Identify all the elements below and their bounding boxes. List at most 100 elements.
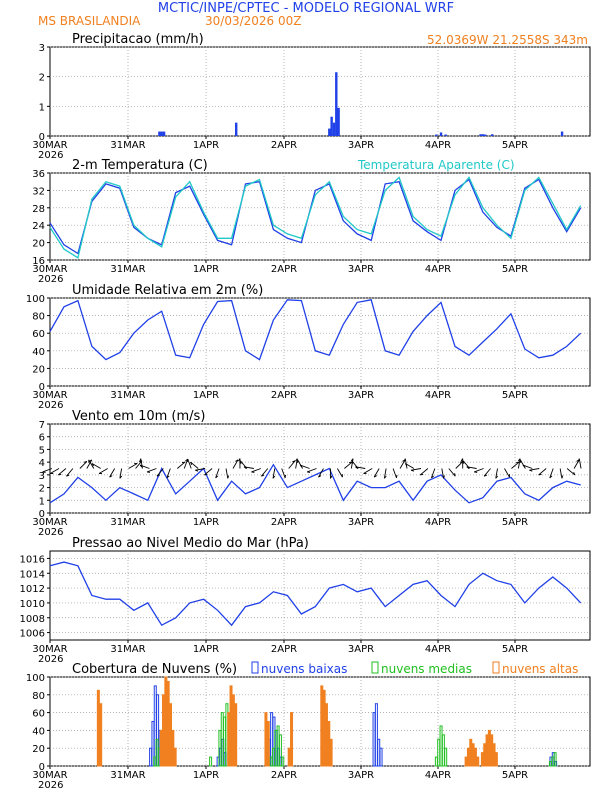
y-tick-label: 100 (26, 673, 45, 684)
wind-vector (66, 468, 74, 477)
y-tick-label: 1006 (20, 629, 45, 640)
wind-vector (318, 468, 324, 478)
wind-vector-head (215, 475, 219, 479)
y-tick-label: 0 (39, 382, 45, 393)
cloud-bar-2 (96, 689, 100, 767)
wind-vector (119, 468, 123, 479)
precip-bar (328, 128, 331, 136)
wind-vector (79, 461, 88, 469)
y-tick-label: 32 (32, 186, 45, 197)
precip-bar (330, 116, 333, 136)
x-tick-label: 2APR (271, 644, 297, 655)
precip-bar (439, 132, 443, 136)
series-line-rh-0 (49, 299, 582, 361)
wind-vector-head (292, 460, 296, 463)
y-tick-label: 0 (39, 132, 45, 143)
wind-vector-head (58, 473, 62, 476)
cloud-bar-2 (469, 738, 473, 767)
wind-vector-head (573, 471, 576, 476)
cloud-bar-2 (162, 694, 166, 767)
wind-vector-head (318, 475, 322, 478)
cloud-bar-2 (327, 721, 331, 767)
year-label: 2026 (38, 654, 63, 665)
wind-vector (483, 468, 491, 477)
x-tick-label: 5APR (502, 770, 528, 781)
y-tick-label: 36 (32, 169, 45, 180)
y-tick-label: 5 (39, 445, 45, 456)
x-tick-label: 3APR (348, 770, 374, 781)
y-tick-label: 2 (39, 484, 45, 495)
y-tick-label: 1016 (20, 554, 45, 565)
wind-vector (128, 463, 138, 469)
x-tick-label: 30MAR (32, 264, 67, 275)
y-tick-label: 1014 (20, 569, 45, 580)
y-tick-label: 20 (32, 744, 45, 755)
wind-vector-head (83, 460, 88, 463)
cloud-bar-1 (434, 756, 438, 767)
x-tick-label: 1APR (193, 517, 219, 528)
wind-vector (431, 468, 436, 479)
x-tick-label: 4APR (425, 264, 451, 275)
x-tick-label: 31MAR (110, 264, 145, 275)
x-tick-label: 31MAR (110, 517, 145, 528)
x-tick-label: 4APR (425, 770, 451, 781)
wind-vector-head (522, 464, 526, 468)
cloud-bar-2 (159, 729, 163, 767)
wind-vector (91, 463, 101, 469)
year-label: 2026 (38, 780, 63, 791)
panel-frame-wind (49, 423, 591, 514)
wind-vector (98, 468, 108, 474)
y-tick-label: 1008 (20, 614, 45, 625)
wind-vector-head (66, 474, 70, 477)
cloud-legend-swatch (492, 661, 500, 674)
cloud-legend-swatch (251, 661, 259, 674)
precip-bar (481, 134, 485, 136)
wind-vector (187, 458, 192, 469)
wind-vector (495, 468, 498, 479)
series-line-temp-1 (49, 176, 582, 259)
wind-vector (392, 468, 397, 479)
wind-vector (538, 468, 547, 476)
wind-vector (57, 468, 67, 476)
wind-vector-head (420, 473, 424, 476)
wind-vector (156, 468, 164, 477)
precip-bar (335, 72, 338, 136)
wind-vector-head (348, 461, 353, 464)
wind-vector-head (549, 475, 553, 479)
cloud-bar-1 (444, 747, 448, 767)
wind-vector (306, 468, 317, 473)
wind-vector (522, 464, 533, 469)
x-tick-label: 4APR (425, 644, 451, 655)
y-tick-label: 40 (32, 347, 45, 358)
cloud-bar-2 (290, 712, 294, 767)
cloud-bar-0 (149, 747, 153, 767)
wind-vector (549, 468, 554, 479)
cloud-bar-2 (492, 743, 496, 767)
cloud-bar-0 (379, 747, 383, 767)
x-tick-label: 3APR (348, 517, 374, 528)
cloud-bar-2 (485, 734, 489, 767)
cloud-bar-2 (490, 734, 494, 767)
precip-bar (332, 122, 336, 136)
wind-vector-head (227, 475, 230, 479)
x-tick-label: 30MAR (32, 140, 67, 151)
panel-frame-precip (49, 46, 591, 137)
wind-vector-head (516, 461, 520, 464)
panel-frame-slp (49, 550, 591, 641)
panel-frame-rh (49, 297, 591, 387)
panel-title-precip: Precipitacao (mm/h) (72, 32, 204, 47)
y-tick-label: 80 (32, 312, 45, 323)
wind-vector-head (139, 464, 143, 468)
wind-vector (517, 458, 521, 469)
cloud-bar-2 (166, 680, 170, 767)
cloud-bar-2 (494, 752, 498, 767)
x-tick-label: 30MAR (32, 390, 67, 401)
wind-vector-head (195, 469, 199, 472)
wind-vector (559, 468, 563, 479)
y-tick-label: 60 (32, 329, 45, 340)
year-label: 2026 (38, 400, 63, 411)
wind-vector (195, 468, 206, 471)
y-tick-label: 16 (32, 256, 45, 267)
wind-vector-head (330, 475, 333, 479)
cloud-bar-2 (164, 676, 168, 767)
